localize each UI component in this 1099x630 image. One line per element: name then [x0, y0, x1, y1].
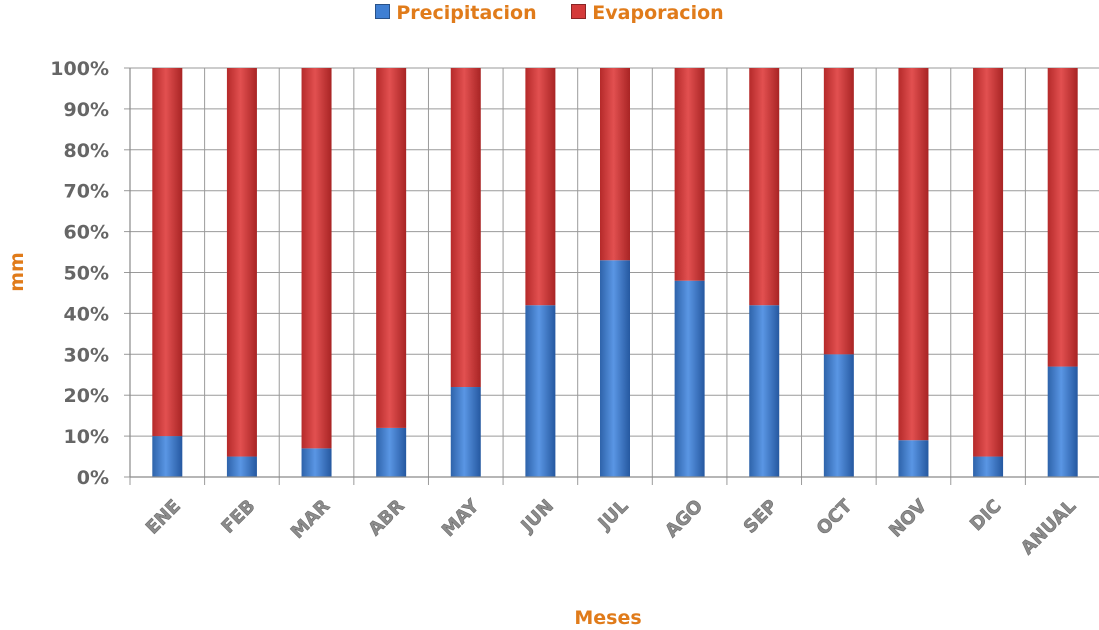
bar-evaporacion-ene[interactable]: [152, 68, 183, 437]
legend-swatch-precipitacion: [375, 4, 391, 19]
x-tick-label-sep: SEP: [740, 496, 782, 538]
legend: Precipitacion Evaporacion: [0, 2, 1099, 24]
bar-evaporacion-abr[interactable]: [376, 68, 407, 428]
x-tick-label-dic: DIC: [966, 496, 1005, 535]
y-tick-label: 10%: [64, 426, 109, 448]
x-tick-label-may: MAY: [438, 495, 484, 541]
bar-precipitacion-anual[interactable]: [1047, 366, 1078, 477]
y-tick-label: 100%: [50, 58, 109, 80]
bar-precipitacion-mar[interactable]: [301, 448, 332, 477]
x-tick-label-ene: ENE: [142, 496, 185, 539]
legend-item-evaporacion[interactable]: Evaporacion: [571, 2, 724, 24]
y-tick-label: 70%: [64, 181, 109, 203]
bar-precipitacion-ago[interactable]: [674, 280, 705, 477]
bar-evaporacion-feb[interactable]: [226, 68, 257, 457]
y-tick-label: 40%: [64, 303, 109, 325]
x-tick-label-nov: NOV: [885, 496, 931, 542]
y-tick-label: 20%: [64, 385, 109, 407]
x-tick-label-ago: AGO: [661, 496, 707, 542]
legend-item-precipitacion[interactable]: Precipitacion: [375, 2, 537, 24]
x-tick-label-feb: FEB: [218, 496, 260, 538]
bar-precipitacion-dic[interactable]: [973, 456, 1004, 477]
bar-evaporacion-dic[interactable]: [973, 68, 1004, 457]
bar-evaporacion-nov[interactable]: [898, 68, 929, 441]
y-tick-label: 90%: [64, 99, 109, 121]
bar-evaporacion-jul[interactable]: [600, 68, 630, 261]
x-tick-label-oct: OCT: [813, 495, 857, 539]
bar-precipitacion-oct[interactable]: [823, 354, 854, 477]
bar-precipitacion-ene[interactable]: [152, 436, 183, 477]
x-tick-label-anual: ANUAL: [1017, 496, 1080, 559]
x-tick-label-jun: JUN: [516, 496, 558, 538]
bar-precipitacion-sep[interactable]: [749, 305, 780, 477]
bar-evaporacion-mar[interactable]: [301, 68, 332, 449]
bar-precipitacion-nov[interactable]: [898, 440, 929, 477]
bar-evaporacion-oct[interactable]: [823, 68, 854, 355]
y-tick-label: 60%: [64, 222, 109, 244]
x-axis-title: Meses: [574, 607, 641, 629]
legend-label-precipitacion: Precipitacion: [396, 2, 537, 24]
bar-evaporacion-may[interactable]: [450, 68, 481, 388]
bar-evaporacion-sep[interactable]: [749, 68, 780, 306]
x-tick-label-abr: ABR: [364, 496, 408, 540]
bar-evaporacion-jun[interactable]: [525, 68, 556, 306]
y-tick-label: 0%: [77, 467, 109, 489]
x-tick-label-jul: JUL: [593, 496, 632, 535]
bar-precipitacion-jul[interactable]: [600, 260, 630, 477]
y-tick-label: 30%: [64, 344, 109, 366]
y-tick-label: 50%: [64, 263, 109, 285]
bar-evaporacion-anual[interactable]: [1047, 68, 1078, 367]
y-axis-title: mm: [6, 252, 28, 292]
bar-precipitacion-abr[interactable]: [376, 427, 407, 477]
legend-label-evaporacion: Evaporacion: [592, 2, 724, 24]
bar-precipitacion-may[interactable]: [450, 387, 481, 477]
bar-evaporacion-ago[interactable]: [674, 68, 705, 281]
bar-precipitacion-feb[interactable]: [226, 456, 257, 477]
x-tick-label-mar: MAR: [287, 496, 334, 543]
bar-precipitacion-jun[interactable]: [525, 305, 556, 477]
legend-swatch-evaporacion: [571, 4, 587, 19]
y-tick-label: 80%: [64, 140, 109, 162]
